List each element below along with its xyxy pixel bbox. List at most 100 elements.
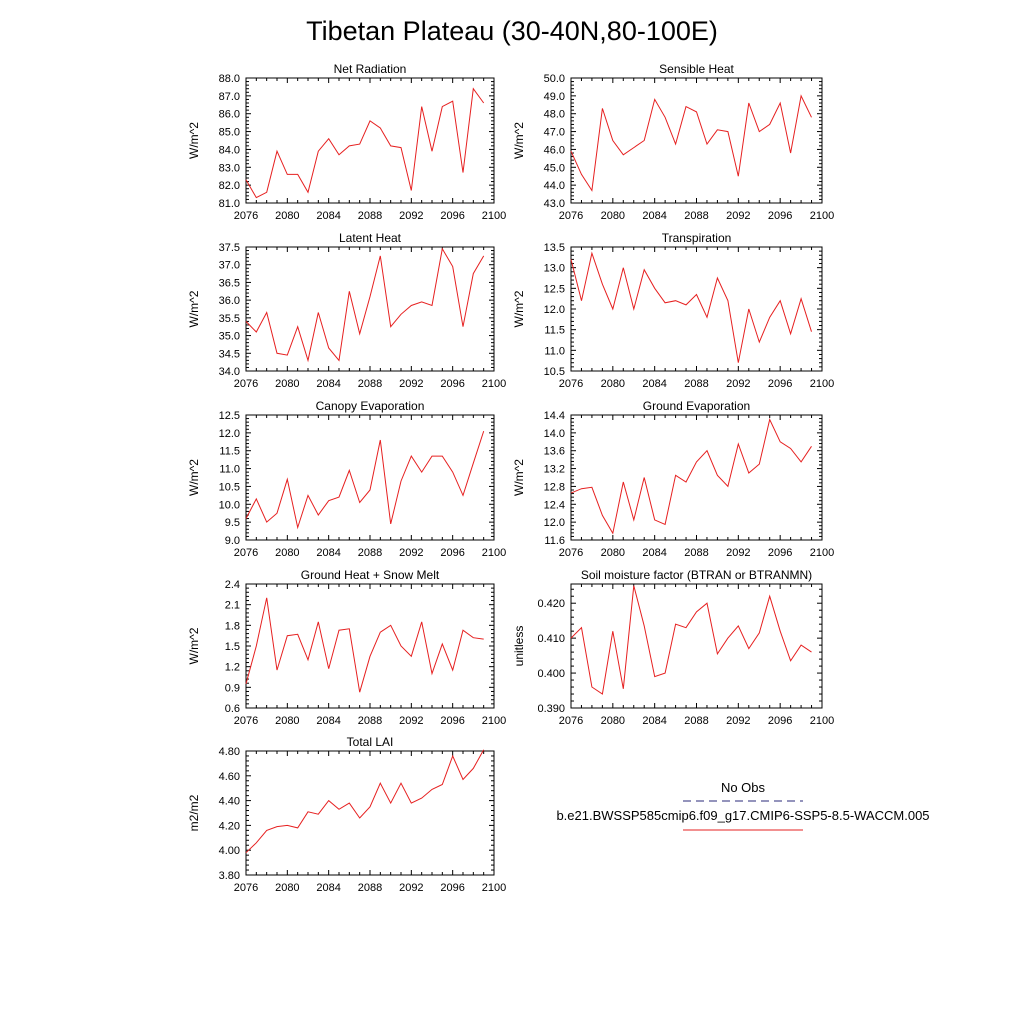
- y-tick-label: 11.0: [219, 464, 240, 476]
- figure-title: Tibetan Plateau (30-40N,80-100E): [306, 16, 718, 46]
- x-tick-label: 2080: [275, 715, 299, 727]
- x-tick-label: 2080: [601, 547, 625, 559]
- panel-transpiration: Transpiration W/m^2 2076 2080 2084 2088 2092 20…: [512, 231, 834, 390]
- y-axis-label: W/m^2: [512, 459, 526, 496]
- panel-title: Latent Heat: [339, 231, 402, 245]
- y-tick-label: 0.410: [537, 633, 565, 645]
- y-tick-label: 4.80: [219, 746, 240, 758]
- plot-frame: [245, 750, 495, 876]
- y-tick-label: 85.0: [219, 127, 240, 139]
- x-tick-label: 2096: [440, 210, 464, 222]
- y-axis-label: W/m^2: [187, 122, 201, 159]
- x-tick-label: 2096: [440, 882, 464, 894]
- x-tick-label: 2096: [768, 378, 792, 390]
- x-tick-label: 2076: [234, 715, 258, 727]
- y-tick-label: 11.5: [219, 446, 240, 458]
- series-line-latent-heat: [245, 247, 485, 363]
- series-line-ground-evaporation: [570, 417, 812, 535]
- series-line-sensible-heat: [570, 94, 812, 192]
- y-tick-label: 13.0: [544, 263, 565, 275]
- y-tick-label: 84.0: [219, 144, 240, 156]
- x-tick-label: 2096: [768, 715, 792, 727]
- plot-frame: [570, 583, 823, 709]
- x-tick-label: 2092: [399, 378, 423, 390]
- y-tick-label: 34.0: [219, 366, 240, 378]
- panel-title: Ground Evaporation: [643, 399, 750, 413]
- x-tick-label: 2088: [684, 547, 708, 559]
- x-tick-label: 2096: [768, 210, 792, 222]
- plot-frame: [245, 583, 495, 709]
- x-tick-label: 2092: [399, 547, 423, 559]
- panel-title: Soil moisture factor (BTRAN or BTRANMN): [581, 568, 812, 582]
- y-tick-label: 1.5: [225, 641, 240, 653]
- series-line-soil-moisture-factor-btran-or-btranmn: [570, 585, 812, 695]
- y-axis-label: W/m^2: [187, 290, 201, 327]
- series-line-total-lai: [245, 749, 485, 854]
- plot-frame: [245, 77, 495, 204]
- y-tick-label: 45.0: [544, 162, 565, 174]
- y-tick-label: 34.5: [219, 348, 240, 360]
- x-tick-label: 2088: [684, 210, 708, 222]
- y-tick-label: 12.5: [544, 283, 565, 295]
- y-tick-label: 10.0: [219, 499, 240, 511]
- x-tick-label: 2088: [358, 715, 382, 727]
- y-tick-label: 10.5: [219, 481, 240, 493]
- y-tick-label: 37.0: [219, 260, 240, 272]
- legend-label-no-obs: No Obs: [721, 780, 766, 795]
- series-line-ground-heat-snow-melt: [245, 597, 484, 693]
- y-tick-label: 35.5: [219, 313, 240, 325]
- x-tick-label: 2100: [810, 210, 834, 222]
- x-tick-label: 2096: [440, 378, 464, 390]
- x-tick-label: 2084: [642, 210, 666, 222]
- x-tick-label: 2076: [234, 378, 258, 390]
- panel-net-radiation: Net Radiation W/m^2 2076 2080 2084 2088 2092 20…: [187, 62, 506, 222]
- x-tick-label: 2100: [810, 378, 834, 390]
- x-tick-label: 2092: [399, 210, 423, 222]
- panel-title: Transpiration: [662, 231, 732, 245]
- plot-frame: [245, 414, 495, 541]
- y-tick-label: 4.60: [219, 771, 240, 783]
- y-tick-label: 0.420: [537, 598, 565, 610]
- panel-soil-moisture-factor-btran-or-btranmn: Soil moisture factor (BTRAN or BTRANMN) u…: [512, 568, 834, 727]
- panels: Net Radiation W/m^2 2076 2080 2084 2088 2092 20…: [187, 62, 834, 894]
- panel-latent-heat: Latent Heat W/m^2 2076 2080 2084 2088 2092 2096…: [187, 231, 506, 390]
- panel-ground-evaporation: Ground Evaporation W/m^2 2076 2080 2084 2088 2…: [512, 399, 834, 559]
- x-tick-label: 2076: [559, 715, 583, 727]
- x-tick-label: 2080: [601, 715, 625, 727]
- y-tick-label: 49.0: [544, 91, 565, 103]
- panel-title: Total LAI: [347, 735, 394, 749]
- panel-title: Sensible Heat: [659, 62, 734, 76]
- y-tick-label: 12.0: [544, 304, 565, 316]
- y-tick-label: 46.0: [544, 144, 565, 156]
- y-tick-label: 87.0: [219, 91, 240, 103]
- y-tick-label: 36.0: [219, 295, 240, 307]
- x-tick-label: 2076: [234, 210, 258, 222]
- x-tick-label: 2092: [399, 715, 423, 727]
- panel-title: Net Radiation: [334, 62, 407, 76]
- x-tick-label: 2076: [559, 378, 583, 390]
- x-tick-label: 2080: [275, 210, 299, 222]
- y-tick-label: 35.0: [219, 331, 240, 343]
- panel-title: Canopy Evaporation: [316, 399, 425, 413]
- x-tick-label: 2084: [316, 547, 340, 559]
- y-tick-label: 12.0: [544, 517, 565, 529]
- x-tick-label: 2084: [642, 715, 666, 727]
- y-tick-label: 37.5: [219, 242, 240, 254]
- y-tick-label: 88.0: [219, 73, 240, 85]
- x-tick-label: 2100: [482, 378, 506, 390]
- panel-canopy-evaporation: Canopy Evaporation W/m^2 2076 2080 2084 2088 2…: [187, 399, 506, 559]
- y-axis-label: W/m^2: [512, 290, 526, 327]
- x-tick-label: 2084: [316, 882, 340, 894]
- x-tick-label: 2084: [316, 715, 340, 727]
- plot-frame: [245, 246, 495, 372]
- x-tick-label: 2100: [810, 715, 834, 727]
- plot-frame: [570, 414, 823, 541]
- x-tick-label: 2080: [275, 882, 299, 894]
- x-tick-label: 2100: [482, 715, 506, 727]
- x-tick-label: 2088: [358, 882, 382, 894]
- x-tick-label: 2084: [642, 547, 666, 559]
- y-tick-label: 82.0: [219, 180, 240, 192]
- series-line-net-radiation: [245, 87, 485, 199]
- legend: No Obs b.e21.BWSSP585cmip6.f09_g17.CMIP6…: [556, 780, 930, 831]
- y-tick-label: 0.400: [537, 668, 565, 680]
